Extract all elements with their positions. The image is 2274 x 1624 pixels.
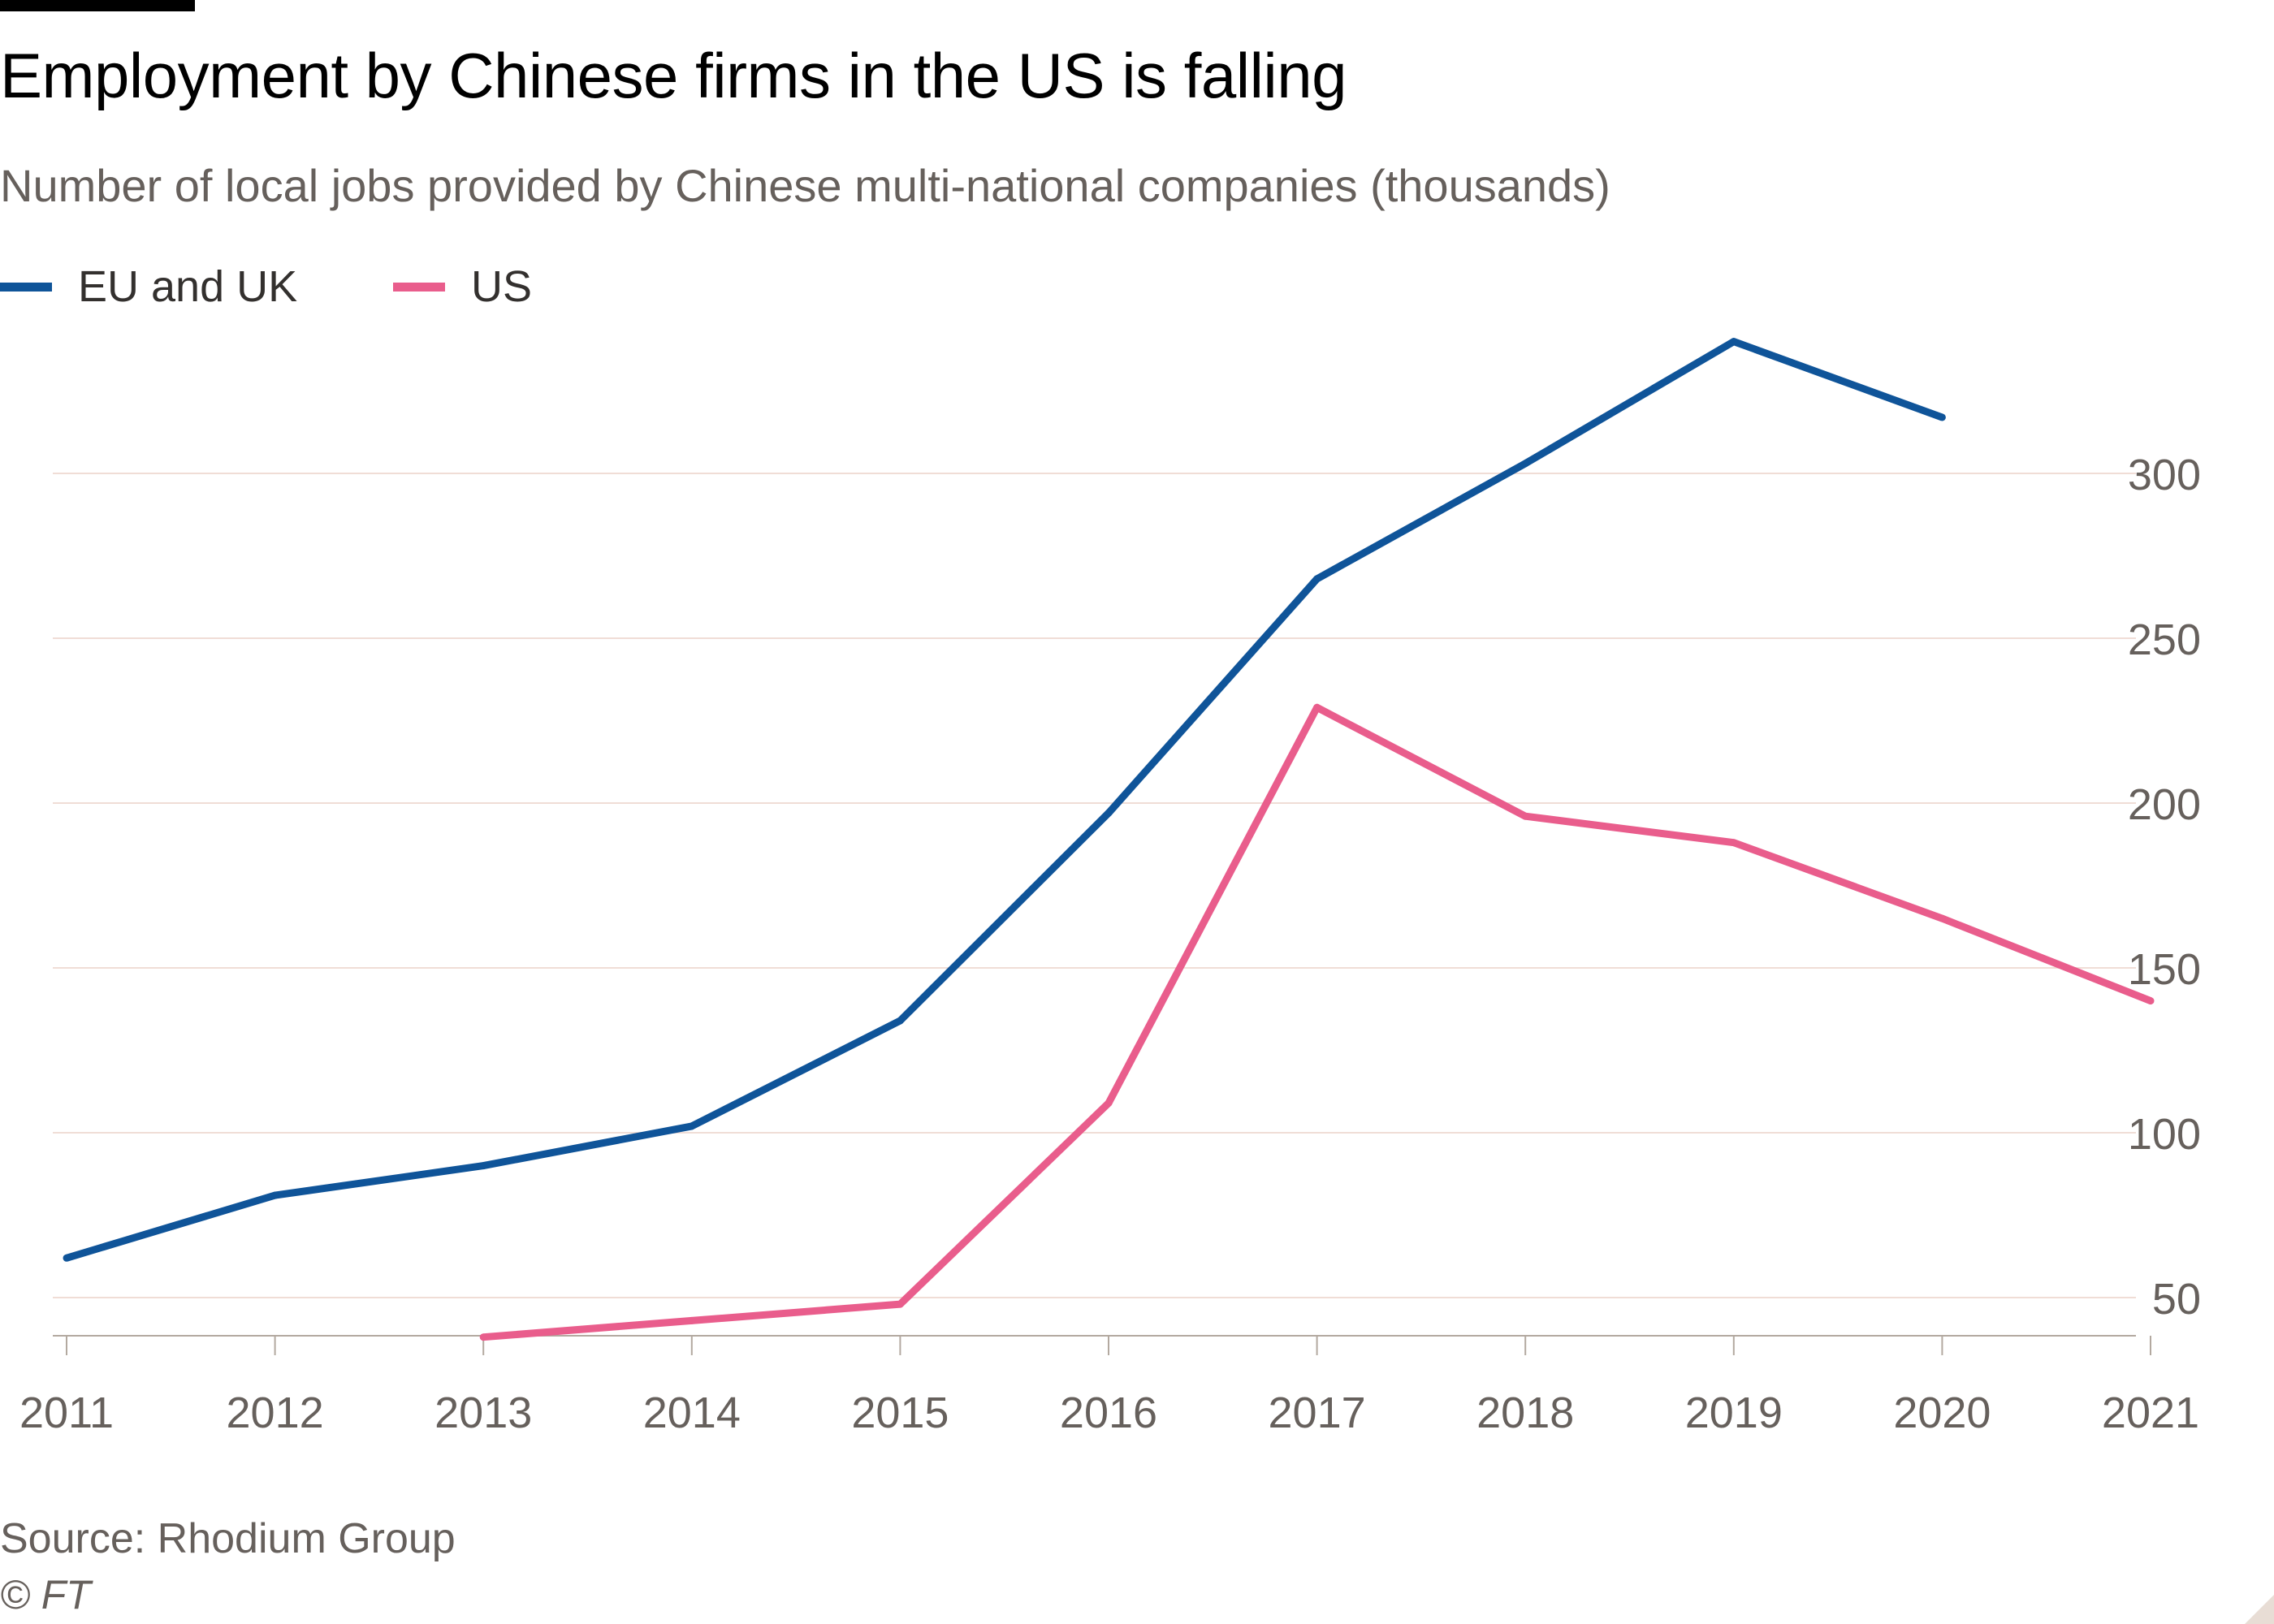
series-line-us	[482, 703, 2152, 1341]
copyright: © FT	[0, 1572, 91, 1618]
y-tick-label-300: 300	[2128, 451, 2201, 499]
data-point-eu-and-uk-2017	[1313, 575, 1321, 583]
data-point-us-2018	[1521, 812, 1529, 820]
x-tick-label-2021: 2021	[2102, 1389, 2199, 1437]
data-point-eu-and-uk-2020	[1938, 413, 1946, 421]
chart-subtitle: Number of local jobs provided by Chinese…	[0, 160, 1610, 211]
y-tick-label-150: 150	[2128, 945, 2201, 994]
data-point-us-2019	[1730, 839, 1738, 847]
data-point-eu-and-uk-2011	[63, 1254, 71, 1262]
legend-label-eu-uk: EU and UK	[78, 262, 298, 311]
source-note: Source: Rhodium Group	[0, 1515, 456, 1562]
x-tick-label-2013: 2013	[434, 1389, 532, 1437]
data-point-eu-and-uk-2019	[1730, 338, 1738, 346]
x-tick-label-2015: 2015	[851, 1389, 949, 1437]
series-line-eu-and-uk	[65, 338, 1943, 1262]
data-point-eu-and-uk-2016	[1105, 809, 1113, 817]
data-point-us-2013	[479, 1333, 487, 1341]
x-tick-label-2017: 2017	[1269, 1389, 1366, 1437]
x-tick-label-2011: 2011	[19, 1389, 114, 1437]
corner-mark	[2245, 1595, 2274, 1624]
data-point-us-2014	[688, 1316, 696, 1324]
data-point-eu-and-uk-2014	[688, 1122, 696, 1130]
x-tick-label-2020: 2020	[1893, 1389, 1991, 1437]
x-tick-label-2018: 2018	[1476, 1389, 1574, 1437]
brand-top-bar	[0, 0, 195, 11]
x-tick-label-2012: 2012	[227, 1389, 324, 1437]
data-point-eu-and-uk-2013	[479, 1162, 487, 1170]
data-point-eu-and-uk-2018	[1521, 460, 1529, 468]
legend-label-us: US	[471, 262, 533, 311]
x-tick-label-2014: 2014	[643, 1389, 741, 1437]
x-tick-label-2016: 2016	[1060, 1389, 1157, 1437]
y-tick-label-250: 250	[2128, 615, 2201, 664]
legend-swatch-us	[393, 283, 445, 292]
data-point-us-2015	[896, 1300, 904, 1308]
y-tick-label-50: 50	[2152, 1275, 2201, 1324]
data-point-us-2017	[1313, 703, 1321, 711]
y-tick-label-100: 100	[2128, 1110, 2201, 1159]
data-point-eu-and-uk-2012	[271, 1191, 279, 1199]
x-tick-label-2019: 2019	[1685, 1389, 1783, 1437]
data-point-us-2021	[2146, 997, 2155, 1005]
chart-title: Employment by Chinese firms in the US is…	[0, 40, 1347, 111]
data-point-us-2020	[1938, 914, 1946, 922]
y-tick-label-200: 200	[2128, 780, 2201, 829]
data-point-eu-and-uk-2015	[896, 1017, 904, 1025]
legend-swatch-eu-uk	[0, 283, 52, 292]
data-point-us-2016	[1105, 1099, 1113, 1107]
